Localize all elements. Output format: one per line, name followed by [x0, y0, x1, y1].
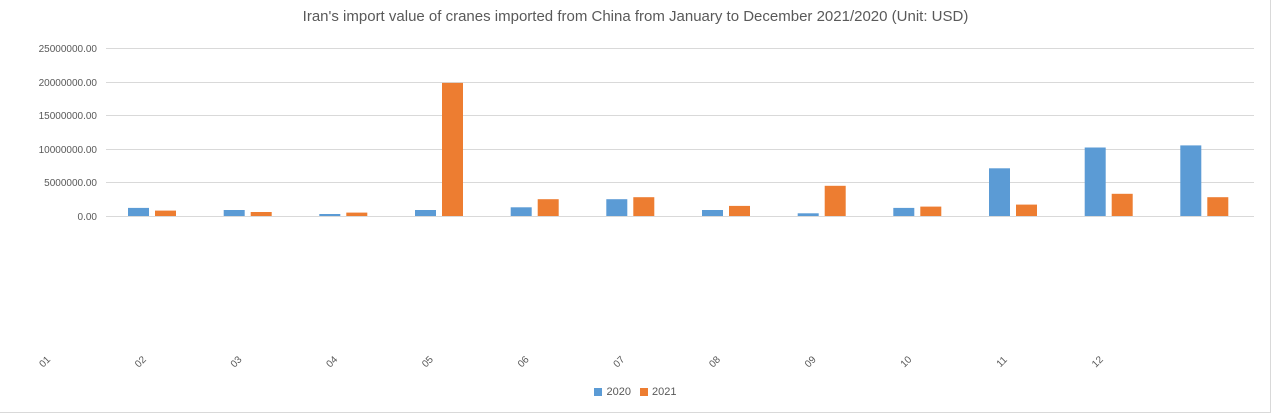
x-tick-label: 08 [707, 354, 723, 370]
bar-2021-06 [633, 197, 655, 216]
x-tick-label: 04 [325, 354, 341, 370]
y-tick-label: 25000000.00 [39, 44, 98, 55]
x-tick-label: 11 [995, 354, 1010, 369]
bar-2020-01 [128, 207, 149, 216]
y-tick-label: 5000000.00 [44, 178, 97, 189]
x-tick-label: 09 [803, 354, 819, 370]
bar-2021-01 [155, 210, 176, 216]
bar-2021-10 [1016, 204, 1037, 216]
bar-2020-09 [893, 207, 915, 216]
bar-2021-12 [1207, 197, 1229, 216]
y-axis-ticks: 0.00 5000000.00 10000000.00 15000000.00 2000… [39, 44, 98, 223]
legend-item-2021[interactable]: 2021 [640, 386, 677, 398]
bar-2020-05 [510, 207, 532, 216]
legend: 2020 2021 [0, 386, 1271, 399]
x-tick-label: 07 [612, 354, 628, 370]
x-tick-label: 12 [1090, 354, 1106, 370]
legend-swatch-2020 [594, 388, 603, 396]
bar-2021-05 [537, 199, 559, 216]
x-axis-ticks: 01 02 03 04 05 06 07 08 09 10 11 12 [37, 354, 1106, 370]
x-tick-label: 10 [899, 354, 915, 370]
y-tick-label: 0.00 [78, 212, 98, 223]
y-tick-label: 15000000.00 [39, 111, 98, 122]
bar-2020-02 [223, 210, 245, 216]
bar-2020-03 [319, 214, 341, 216]
bar-2020-06 [606, 199, 628, 216]
bar-2020-07 [702, 210, 723, 216]
y-tick-label: 10000000.00 [39, 145, 98, 156]
bar-2021-03 [346, 212, 368, 216]
chart-title: Iran's import value of cranes imported f… [302, 8, 969, 25]
bar-2021-02 [250, 212, 272, 216]
bar-2020-10 [989, 168, 1010, 216]
bar-2020-08 [797, 213, 819, 216]
legend-label-2021: 2021 [652, 386, 677, 398]
x-tick-label: 06 [516, 354, 532, 370]
x-tick-label: 02 [133, 354, 149, 370]
bar-2020-04 [415, 210, 436, 216]
gridlines [106, 48, 1254, 217]
x-tick-label: 03 [229, 354, 245, 370]
y-tick-label: 20000000.00 [39, 78, 98, 89]
bar-2021-09 [920, 206, 942, 216]
legend-item-2020[interactable]: 2020 [594, 386, 631, 398]
bar-2020-12 [1180, 145, 1202, 216]
legend-swatch-2021 [640, 388, 649, 396]
x-tick-label: 01 [37, 354, 53, 370]
bars [128, 82, 1229, 217]
legend-label-2020: 2020 [606, 386, 631, 398]
bar-2021-07 [729, 205, 750, 216]
bar-2021-11 [1111, 193, 1133, 216]
bar-2021-08 [824, 185, 846, 216]
bar-2021-04 [442, 82, 463, 217]
x-tick-label: 05 [420, 354, 436, 370]
bar-2020-11 [1084, 147, 1106, 216]
